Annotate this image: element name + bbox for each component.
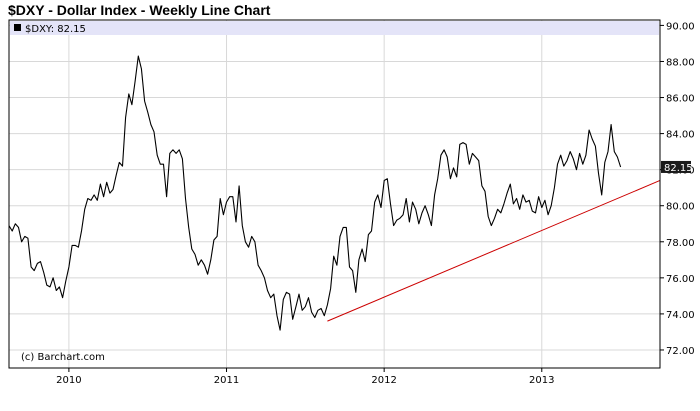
trendline-layer — [327, 180, 661, 322]
y-tick-label: 84.00 — [666, 130, 695, 141]
last-value-box — [661, 160, 691, 173]
grid-lines — [9, 20, 660, 368]
y-tick-label: 74.00 — [666, 310, 695, 321]
plot-frame — [8, 19, 661, 369]
x-tick-label: 2010 — [56, 375, 81, 386]
trendline — [327, 180, 661, 322]
y-tick-label: 90.00 — [666, 21, 695, 32]
legend: $DXY: 82.15 — [14, 24, 86, 35]
legend-series-marker — [14, 24, 21, 31]
legend-bar — [10, 21, 659, 35]
last-value-badge: 82.15 — [661, 160, 693, 174]
x-tick-label: 2011 — [214, 375, 239, 386]
chart-title: $DXY - Dollar Index - Weekly Line Chart — [8, 2, 271, 18]
legend-text: $DXY: 82.15 — [25, 24, 86, 35]
credit-text: (c) Barchart.com — [21, 352, 105, 363]
y-tick-label: 78.00 — [666, 238, 695, 249]
series-layer — [8, 55, 622, 331]
y-tick-label: 86.00 — [666, 94, 695, 105]
y-tick-label: 88.00 — [666, 57, 695, 68]
x-tick-label: 2012 — [371, 375, 396, 386]
y-axis: 72.0074.0076.0078.0080.0082.0084.0086.00… — [660, 21, 695, 357]
x-axis: 2010 2011 2012 2013 — [56, 368, 555, 386]
y-tick-label: 80.00 — [666, 202, 695, 213]
y-tick-label: 76.00 — [666, 274, 695, 285]
y-tick-label: 72.00 — [666, 346, 695, 357]
x-tick-label: 2013 — [529, 375, 554, 386]
series-line-dxy — [8, 55, 622, 331]
last-value-label: 82.15 — [664, 163, 693, 174]
